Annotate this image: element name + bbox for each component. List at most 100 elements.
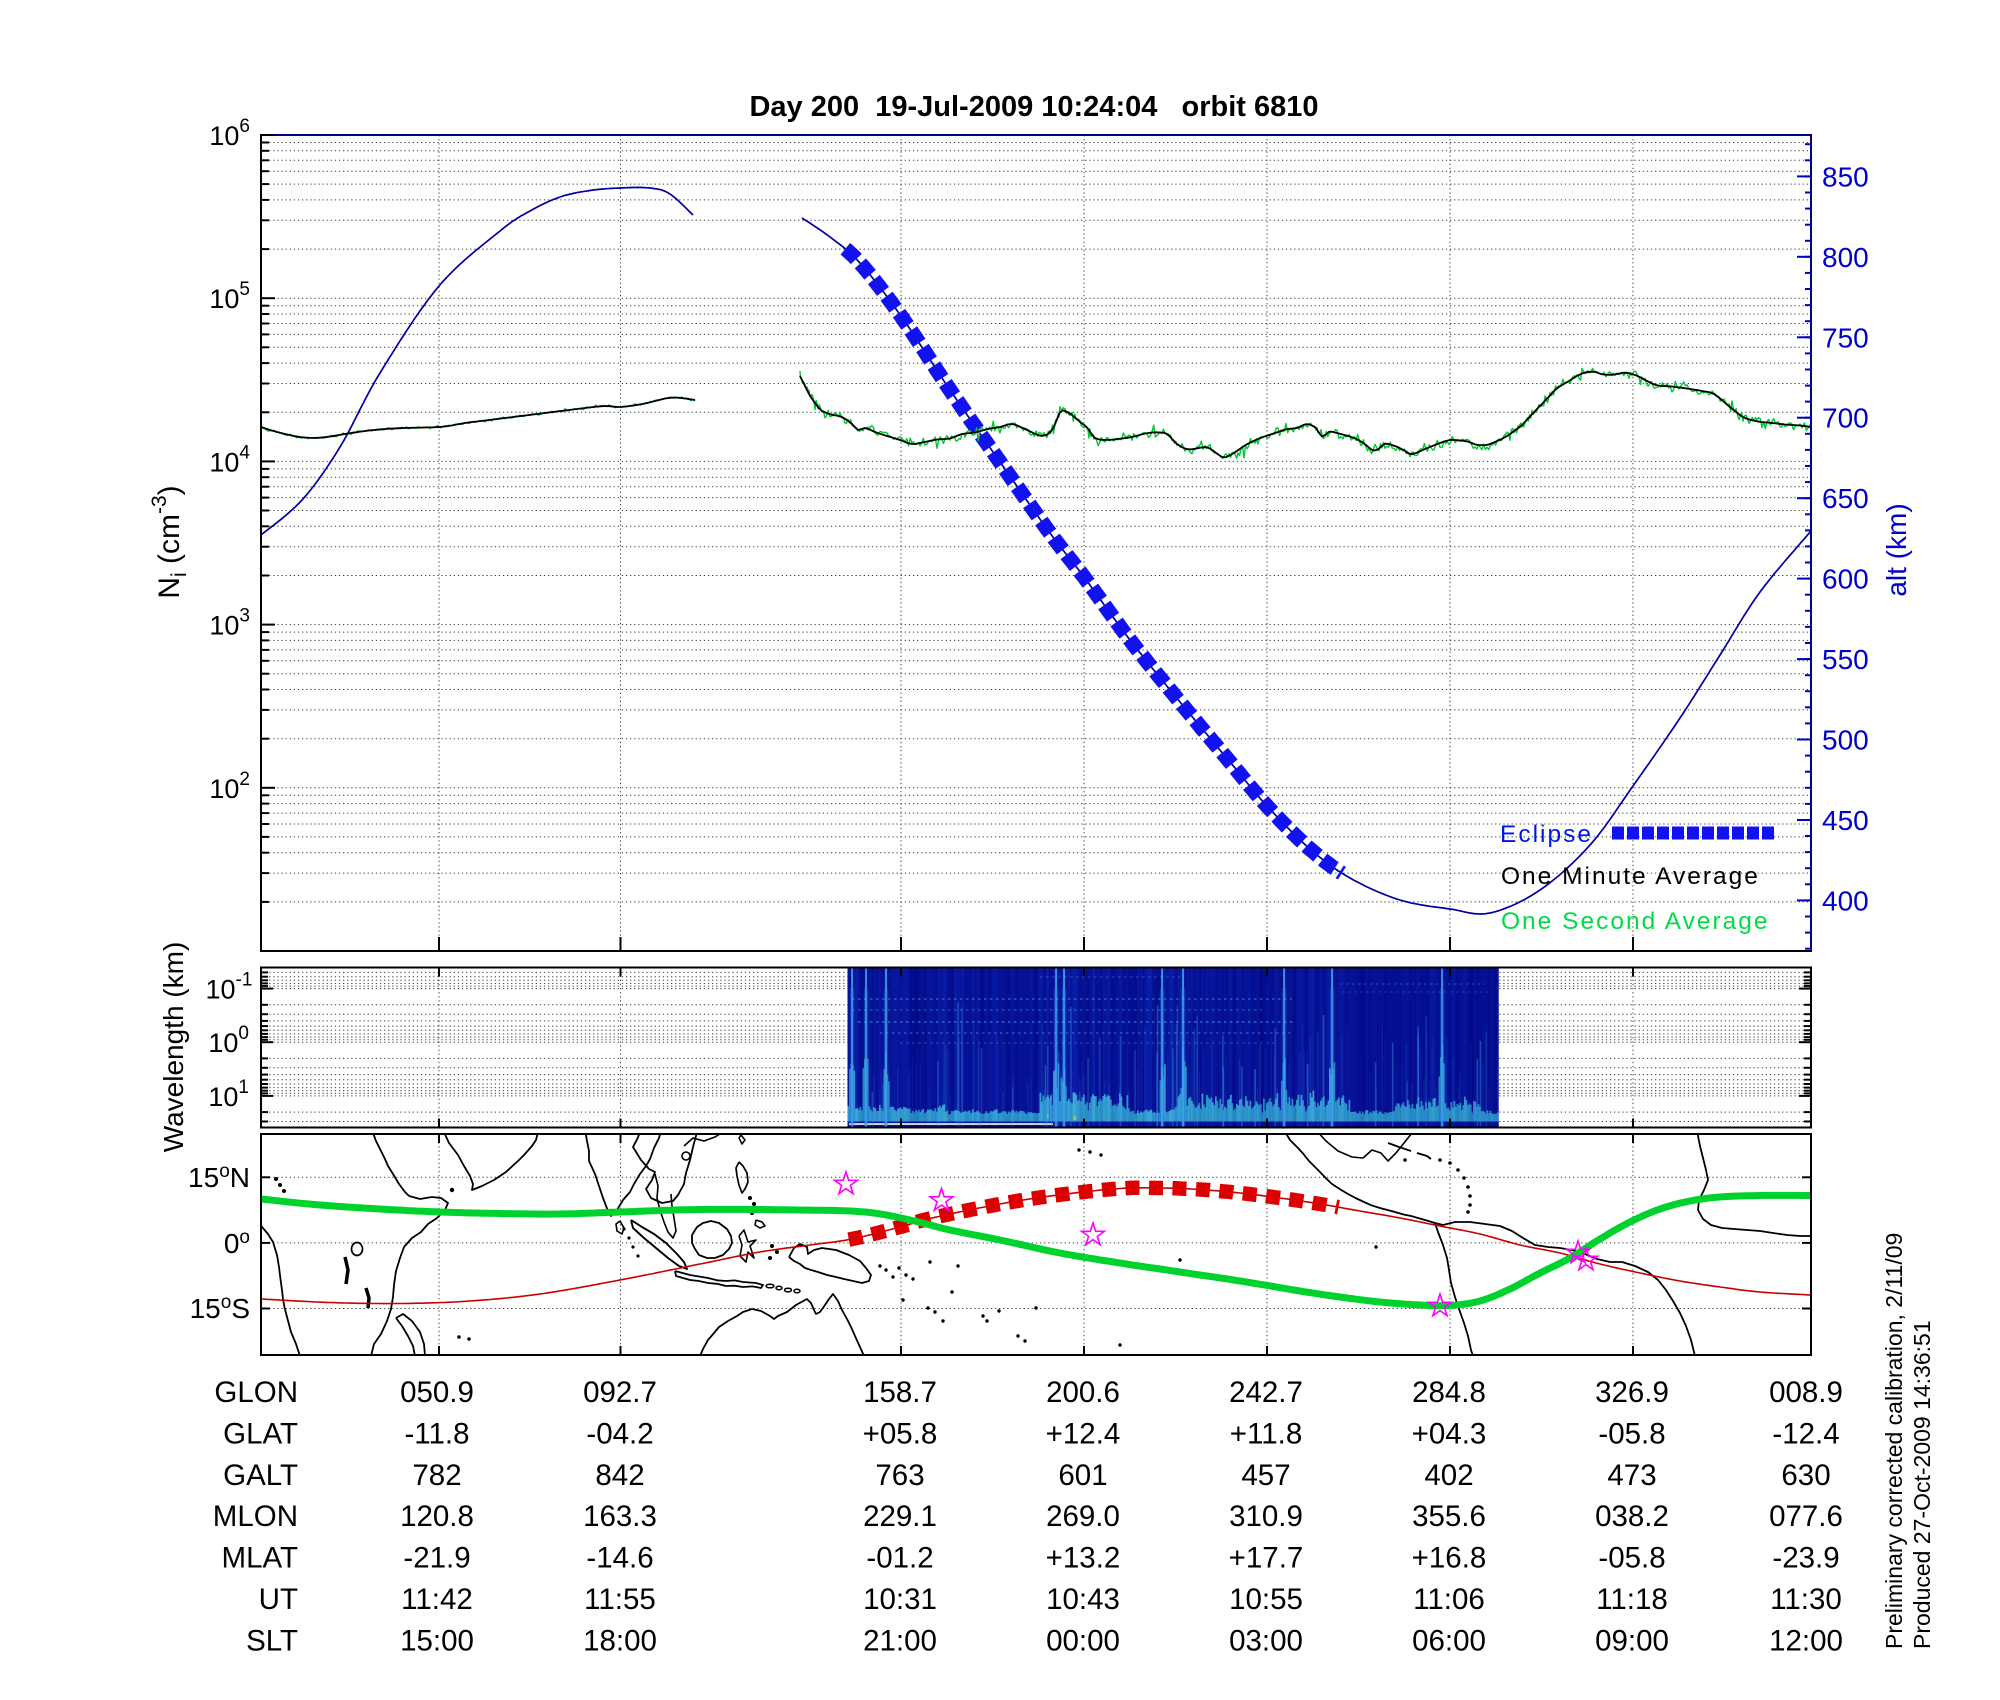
svg-text:-21.9: -21.9 <box>403 1542 470 1575</box>
svg-text:12:00: 12:00 <box>1769 1624 1843 1657</box>
svg-text:alt (km): alt (km) <box>1881 503 1912 596</box>
svg-text:15:00: 15:00 <box>400 1624 474 1657</box>
svg-text:782: 782 <box>412 1459 461 1492</box>
svg-text:4: 4 <box>239 442 250 463</box>
svg-text:500: 500 <box>1822 725 1869 756</box>
svg-text:Preliminary corrected calibrat: Preliminary corrected calibration, 2/11/… <box>1881 1233 1907 1649</box>
svg-text:10: 10 <box>205 975 235 1005</box>
svg-text:10: 10 <box>208 1082 238 1112</box>
svg-text:10: 10 <box>209 121 239 151</box>
svg-text:+13.2: +13.2 <box>1046 1542 1121 1575</box>
svg-text:GALT: GALT <box>223 1459 298 1492</box>
svg-text:2: 2 <box>239 769 250 790</box>
svg-text:+11.8: +11.8 <box>1230 1417 1302 1450</box>
svg-text:21:00: 21:00 <box>863 1624 937 1657</box>
svg-text:09:00: 09:00 <box>1595 1624 1669 1657</box>
svg-text:11:06: 11:06 <box>1413 1583 1485 1616</box>
svg-text:-05.8: -05.8 <box>1598 1542 1665 1575</box>
svg-text:269.0: 269.0 <box>1046 1500 1120 1533</box>
svg-text:457: 457 <box>1241 1459 1290 1492</box>
svg-text:10: 10 <box>209 774 239 804</box>
svg-text:Produced 27-Oct-2009 14:36:51: Produced 27-Oct-2009 14:36:51 <box>1909 1320 1935 1649</box>
svg-text:3: 3 <box>239 606 250 627</box>
svg-text:158.7: 158.7 <box>863 1376 937 1409</box>
svg-text:1: 1 <box>238 1077 249 1098</box>
svg-text:355.6: 355.6 <box>1412 1500 1486 1533</box>
svg-text:10: 10 <box>209 284 239 314</box>
svg-text:842: 842 <box>595 1459 644 1492</box>
svg-text:+16.8: +16.8 <box>1412 1542 1487 1575</box>
svg-text:-12.4: -12.4 <box>1772 1417 1839 1450</box>
svg-text:700: 700 <box>1822 403 1869 434</box>
svg-text:650: 650 <box>1822 483 1869 514</box>
svg-text:-05.8: -05.8 <box>1598 1417 1665 1450</box>
svg-text:03:00: 03:00 <box>1229 1624 1303 1657</box>
svg-text:10: 10 <box>208 1028 238 1058</box>
svg-text:00:00: 00:00 <box>1046 1624 1120 1657</box>
svg-text:18:00: 18:00 <box>583 1624 657 1657</box>
svg-text:242.7: 242.7 <box>1229 1376 1303 1409</box>
svg-text:601: 601 <box>1058 1459 1107 1492</box>
svg-text:5: 5 <box>239 279 250 300</box>
svg-text:092.7: 092.7 <box>583 1376 657 1409</box>
svg-text:11:42: 11:42 <box>401 1583 473 1616</box>
svg-text:10: 10 <box>209 611 239 641</box>
svg-text:038.2: 038.2 <box>1595 1500 1669 1533</box>
svg-text:630: 630 <box>1781 1459 1830 1492</box>
svg-text:+12.4: +12.4 <box>1046 1417 1121 1450</box>
svg-text:One Minute Average: One Minute Average <box>1501 863 1760 890</box>
svg-text:310.9: 310.9 <box>1229 1500 1303 1533</box>
svg-text:450: 450 <box>1822 805 1869 836</box>
svg-text:284.8: 284.8 <box>1412 1376 1486 1409</box>
svg-text:GLAT: GLAT <box>223 1417 298 1450</box>
svg-text:-1: -1 <box>236 970 253 991</box>
svg-text:Eclipse: Eclipse <box>1500 821 1593 848</box>
svg-text:229.1: 229.1 <box>863 1500 937 1533</box>
svg-text:077.6: 077.6 <box>1769 1500 1843 1533</box>
svg-text:600: 600 <box>1822 564 1869 595</box>
svg-text:11:30: 11:30 <box>1770 1583 1842 1616</box>
svg-text:15oS: 15oS <box>190 1292 250 1324</box>
svg-text:-11.8: -11.8 <box>404 1417 469 1450</box>
svg-text:402: 402 <box>1424 1459 1473 1492</box>
svg-text:MLON: MLON <box>213 1500 298 1533</box>
svg-text:10:55: 10:55 <box>1229 1583 1303 1616</box>
svg-text:800: 800 <box>1822 242 1869 273</box>
svg-text:-04.2: -04.2 <box>586 1417 653 1450</box>
svg-text:15oN: 15oN <box>188 1161 250 1193</box>
svg-text:6: 6 <box>239 116 250 137</box>
svg-text:050.9: 050.9 <box>400 1376 474 1409</box>
svg-text:-01.2: -01.2 <box>866 1542 933 1575</box>
svg-text:10: 10 <box>209 447 239 477</box>
svg-text:Day 200 19-Jul-2009 10:24:04: Day 200 19-Jul-2009 10:24:04 orbit 6810 <box>749 91 1318 123</box>
svg-text:+05.8: +05.8 <box>863 1417 938 1450</box>
svg-text:-14.6: -14.6 <box>586 1542 653 1575</box>
svg-text:550: 550 <box>1822 644 1869 675</box>
svg-text:750: 750 <box>1822 322 1869 353</box>
svg-text:+04.3: +04.3 <box>1412 1417 1487 1450</box>
svg-text:008.9: 008.9 <box>1769 1376 1843 1409</box>
svg-text:0: 0 <box>238 1023 249 1044</box>
svg-text:One Second Average: One Second Average <box>1501 908 1769 935</box>
svg-text:11:18: 11:18 <box>1596 1583 1668 1616</box>
svg-text:06:00: 06:00 <box>1412 1624 1486 1657</box>
svg-text:473: 473 <box>1607 1459 1656 1492</box>
svg-text:326.9: 326.9 <box>1595 1376 1669 1409</box>
svg-text:GLON: GLON <box>214 1376 298 1409</box>
svg-text:MLAT: MLAT <box>222 1542 299 1575</box>
svg-text:10:31: 10:31 <box>863 1583 937 1616</box>
svg-text:SLT: SLT <box>246 1624 298 1657</box>
svg-text:UT: UT <box>259 1583 298 1616</box>
svg-text:Wavelength (km): Wavelength (km) <box>158 942 189 1153</box>
svg-text:10:43: 10:43 <box>1046 1583 1120 1616</box>
svg-text:+17.7: +17.7 <box>1229 1542 1304 1575</box>
svg-text:763: 763 <box>875 1459 924 1492</box>
svg-text:-23.9: -23.9 <box>1772 1542 1839 1575</box>
svg-text:163.3: 163.3 <box>583 1500 657 1533</box>
svg-text:120.8: 120.8 <box>400 1500 474 1533</box>
svg-text:850: 850 <box>1822 161 1869 192</box>
svg-text:11:55: 11:55 <box>584 1583 656 1616</box>
svg-text:Ni (cm-3): Ni (cm-3) <box>148 485 191 598</box>
svg-text:400: 400 <box>1822 885 1869 916</box>
svg-text:200.6: 200.6 <box>1046 1376 1120 1409</box>
